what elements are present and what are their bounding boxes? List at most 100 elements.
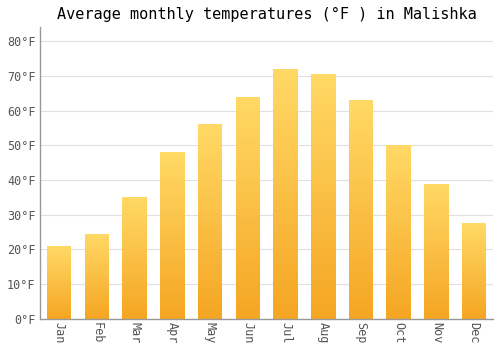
Bar — [160, 179, 184, 182]
Bar — [84, 236, 109, 237]
Bar — [424, 243, 448, 246]
Bar — [311, 153, 336, 158]
Bar — [348, 306, 374, 310]
Bar — [311, 240, 336, 245]
Bar — [47, 309, 72, 310]
Bar — [348, 188, 374, 192]
Bar — [462, 309, 486, 311]
Bar — [386, 250, 411, 253]
Bar — [462, 300, 486, 302]
Bar — [274, 284, 298, 289]
Bar — [462, 273, 486, 275]
Bar — [160, 269, 184, 272]
Bar — [84, 234, 109, 236]
Bar — [424, 200, 448, 202]
Bar — [47, 301, 72, 303]
Bar — [311, 226, 336, 231]
Bar — [198, 303, 222, 307]
Bar — [311, 123, 336, 128]
Bar — [311, 245, 336, 250]
Bar — [274, 124, 298, 129]
Bar — [198, 148, 222, 152]
Bar — [386, 232, 411, 236]
Bar — [274, 159, 298, 164]
Bar — [47, 252, 72, 253]
Bar — [386, 204, 411, 208]
Bar — [198, 140, 222, 144]
Bar — [236, 279, 260, 284]
Bar — [236, 261, 260, 266]
Bar — [47, 258, 72, 259]
Bar — [462, 258, 486, 260]
Bar — [122, 207, 147, 210]
Bar — [236, 132, 260, 137]
Bar — [236, 154, 260, 159]
Bar — [386, 152, 411, 156]
Bar — [348, 284, 374, 288]
Bar — [160, 286, 184, 289]
Bar — [311, 265, 336, 270]
Bar — [274, 129, 298, 134]
Bar — [84, 261, 109, 263]
Bar — [160, 249, 184, 252]
Bar — [122, 202, 147, 205]
Bar — [348, 166, 374, 170]
Bar — [47, 306, 72, 307]
Bar — [462, 235, 486, 237]
Bar — [84, 242, 109, 244]
Bar — [386, 295, 411, 298]
Bar — [462, 283, 486, 285]
Bar — [122, 287, 147, 290]
Bar — [122, 258, 147, 261]
Bar — [386, 277, 411, 281]
Bar — [311, 177, 336, 182]
Bar — [122, 273, 147, 275]
Bar — [47, 281, 72, 282]
Bar — [424, 303, 448, 305]
Bar — [462, 237, 486, 239]
Bar — [236, 119, 260, 124]
Bar — [122, 236, 147, 239]
Bar — [198, 265, 222, 268]
Bar — [311, 304, 336, 309]
Bar — [236, 146, 260, 150]
Bar — [348, 161, 374, 166]
Bar — [274, 214, 298, 219]
Bar — [160, 256, 184, 259]
Bar — [198, 163, 222, 167]
Bar — [311, 285, 336, 289]
Bar — [424, 248, 448, 251]
Bar — [47, 249, 72, 250]
Bar — [160, 192, 184, 196]
Bar — [236, 314, 260, 319]
Bar — [160, 189, 184, 192]
Bar — [348, 100, 374, 105]
Bar — [160, 226, 184, 229]
Bar — [274, 314, 298, 319]
Bar — [462, 286, 486, 288]
Bar — [462, 311, 486, 313]
Bar — [311, 236, 336, 240]
Bar — [236, 203, 260, 208]
Bar — [122, 280, 147, 282]
Bar — [47, 275, 72, 276]
Bar — [236, 168, 260, 172]
Bar — [198, 284, 222, 288]
Bar — [348, 223, 374, 227]
Bar — [424, 292, 448, 295]
Bar — [236, 239, 260, 243]
Bar — [348, 266, 374, 271]
Bar — [160, 239, 184, 242]
Bar — [462, 252, 486, 254]
Bar — [386, 246, 411, 250]
Bar — [122, 307, 147, 309]
Bar — [160, 252, 184, 256]
Bar — [311, 192, 336, 197]
Bar — [84, 253, 109, 254]
Bar — [311, 182, 336, 187]
Bar — [424, 286, 448, 289]
Bar — [348, 227, 374, 231]
Bar — [462, 302, 486, 304]
Bar — [198, 241, 222, 245]
Bar — [311, 133, 336, 138]
